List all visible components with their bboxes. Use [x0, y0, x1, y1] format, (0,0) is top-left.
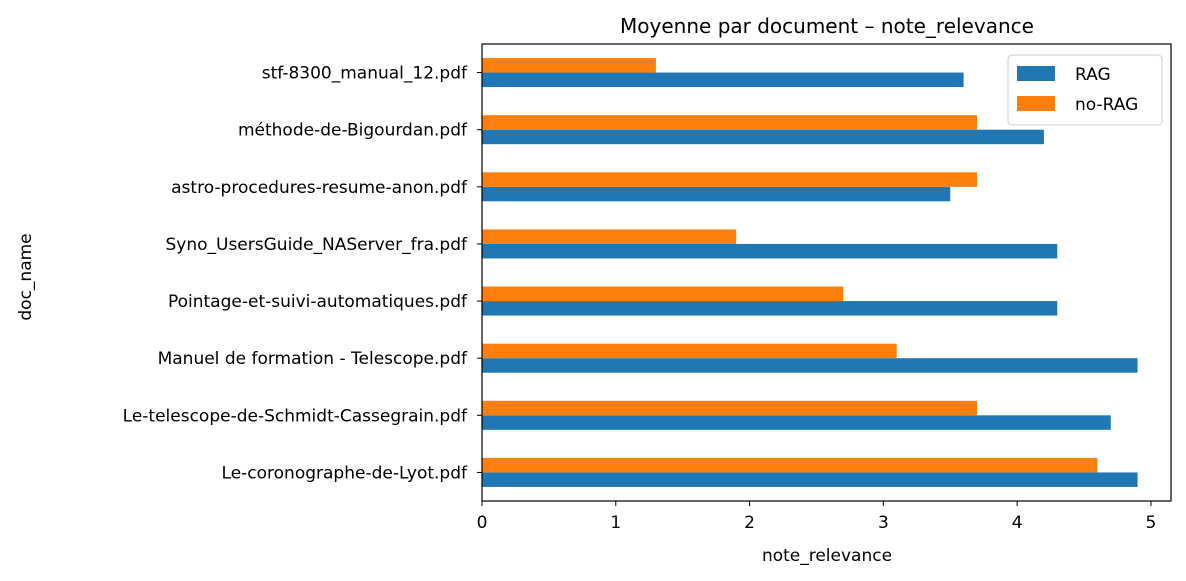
- x-tick-label: 0: [477, 513, 488, 533]
- bar-no-rag-5: [482, 343, 897, 359]
- bar-rag-3: [482, 243, 1058, 259]
- x-axis-label: note_relevance: [762, 546, 892, 566]
- y-tick-label: Le-telescope-de-Schmidt-Cassegrain.pdf: [123, 406, 468, 426]
- legend-swatch-no-rag: [1017, 96, 1055, 111]
- legend: RAG no-RAG: [1007, 54, 1163, 126]
- bar-rag-6: [482, 415, 1111, 430]
- y-tick-label: méthode-de-Bigourdan.pdf: [238, 121, 468, 141]
- x-tick-label: 1: [610, 513, 621, 533]
- y-axis-label: doc_name: [16, 233, 36, 320]
- x-tick-label: 2: [744, 513, 755, 533]
- bar-rag-2: [482, 186, 951, 202]
- bar-rag-0: [482, 72, 964, 88]
- bar-no-rag-0: [482, 58, 656, 73]
- plot-frame: [481, 43, 1172, 502]
- bar-rag-4: [482, 301, 1058, 316]
- bar-no-rag-2: [482, 172, 978, 187]
- x-tick-label: 5: [1146, 513, 1157, 533]
- y-tick-label: Syno_UsersGuide_NAServer_fra.pdf: [165, 235, 468, 255]
- bar-no-rag-7: [482, 457, 1098, 473]
- axes-group: stf-8300_manual_12.pdf méthode-de-Bigourd…: [123, 43, 1172, 533]
- y-tick-label: Manuel de formation - Telescope.pdf: [158, 349, 468, 369]
- chart-title: Moyenne par document – note_relevance: [620, 14, 1034, 38]
- y-tick-label: Le-coronographe-de-Lyot.pdf: [222, 463, 468, 483]
- y-tick-label: stf-8300_manual_12.pdf: [262, 64, 468, 84]
- bar-no-rag-6: [482, 400, 978, 416]
- bar-no-rag-1: [482, 115, 978, 130]
- bar-no-rag-4: [482, 286, 844, 302]
- legend-label-no-rag: no-RAG: [1075, 95, 1138, 115]
- x-tick-label: 3: [878, 513, 889, 533]
- x-tick-label: 4: [1012, 513, 1023, 533]
- y-tick-label: astro-procedures-resume-anon.pdf: [171, 178, 468, 198]
- legend-swatch-rag: [1017, 66, 1055, 81]
- y-tick-label: Pointage-et-suivi-automatiques.pdf: [168, 292, 468, 312]
- bar-no-rag-3: [482, 229, 737, 244]
- bar-rag-5: [482, 358, 1138, 373]
- bar-rag-1: [482, 129, 1044, 145]
- bar-rag-7: [482, 472, 1138, 487]
- bars-group: [482, 58, 1138, 487]
- legend-label-rag: RAG: [1075, 65, 1111, 85]
